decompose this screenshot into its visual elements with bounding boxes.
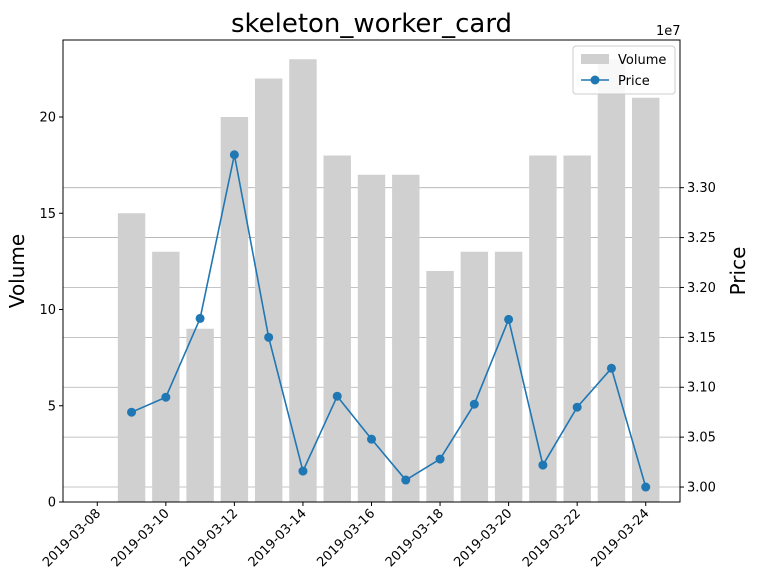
price-line — [127, 150, 651, 492]
left-tick-label: 20 — [39, 111, 56, 126]
price-point — [504, 314, 514, 324]
legend-price-label: Price — [618, 74, 650, 89]
right-axis-multiplier: 1e7 — [656, 24, 681, 39]
left-tick-label: 10 — [39, 303, 56, 318]
price-point — [367, 434, 376, 444]
volume-bar — [563, 155, 591, 502]
right-tick-label: 3.00 — [687, 481, 716, 496]
right-tick-label: 3.10 — [687, 381, 716, 396]
price-point — [264, 332, 274, 342]
volume-bar — [632, 97, 660, 502]
y-axis-label-left: Volume — [5, 234, 29, 308]
x-tick-label: 2019-03-20 — [451, 506, 515, 570]
volume-bar — [357, 174, 386, 502]
x-tick-label: 2019-03-14 — [246, 506, 310, 570]
price-point — [401, 475, 411, 485]
volume-bar — [323, 155, 351, 502]
right-tick-label: 3.15 — [687, 331, 716, 346]
volume-bar — [460, 251, 489, 502]
volume-bar — [186, 328, 214, 502]
left-tick-label: 15 — [39, 207, 56, 222]
price-point — [538, 460, 548, 470]
volume-bar — [117, 213, 146, 502]
right-tick-label: 3.30 — [687, 181, 716, 196]
legend-volume-label: Volume — [618, 53, 666, 68]
price-point — [195, 313, 205, 323]
volume-bar — [494, 251, 523, 502]
volume-bar — [220, 117, 249, 502]
volume-bar — [289, 59, 317, 502]
price-point — [435, 454, 445, 464]
y-axis-label-right: Price — [726, 247, 750, 296]
price-point — [469, 399, 479, 409]
price-point — [606, 363, 616, 373]
x-tick-label: 2019-03-24 — [589, 506, 653, 570]
x-tick-label: 2019-03-18 — [383, 506, 447, 570]
legend-price-marker — [590, 75, 600, 85]
x-tick-label: 2019-03-08 — [40, 506, 104, 570]
volume-bar — [597, 59, 626, 502]
x-tick-label: 2019-03-10 — [109, 506, 173, 570]
price-point — [332, 391, 342, 401]
left-tick-label: 5 — [48, 399, 56, 414]
price-point — [572, 402, 582, 412]
volume-bar — [426, 271, 454, 502]
price-point — [127, 407, 137, 417]
legend: Volume Price — [572, 45, 676, 95]
price-point — [161, 392, 171, 402]
legend-volume-swatch — [581, 54, 609, 64]
volume-bar — [392, 174, 420, 502]
x-tick-label: 2019-03-12 — [177, 506, 241, 570]
right-tick-label: 3.25 — [687, 231, 716, 246]
price-series-line — [131, 154, 647, 488]
right-tick-label: 3.20 — [687, 281, 716, 296]
price-point — [298, 466, 308, 476]
x-tick-label: 2019-03-22 — [520, 506, 584, 570]
x-tick-label: 2019-03-16 — [314, 506, 378, 570]
price-point — [229, 150, 239, 160]
right-tick-label: 3.05 — [687, 431, 716, 446]
volume-bars — [117, 59, 660, 502]
price-point — [641, 482, 651, 492]
volume-bar — [529, 155, 557, 502]
left-tick-label: 0 — [48, 496, 56, 511]
chart-title: skeleton_worker_card — [231, 9, 512, 39]
